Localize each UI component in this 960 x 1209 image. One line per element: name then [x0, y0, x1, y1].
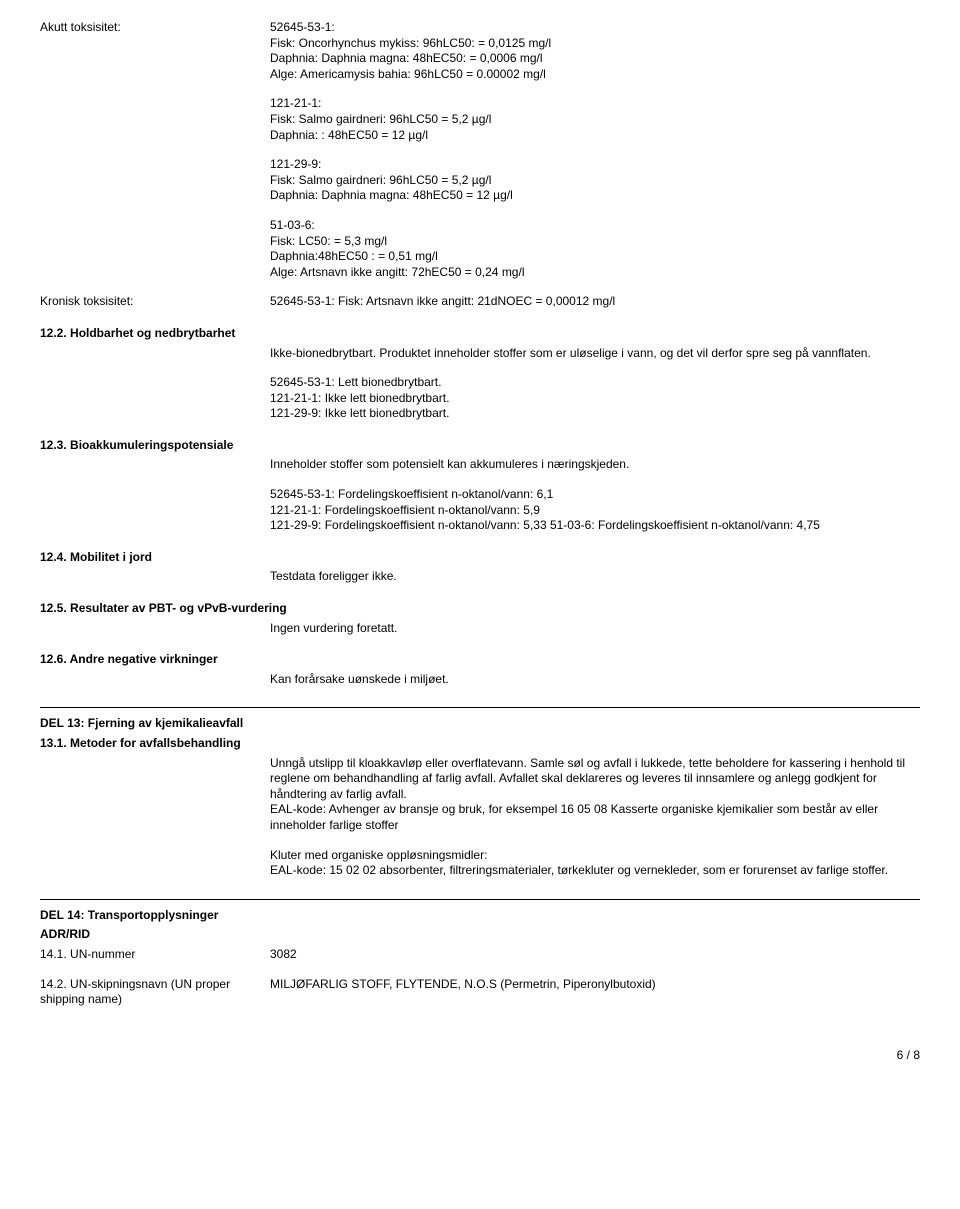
text-line: 121-29-9: [270, 157, 920, 173]
text-line: Daphnia: Daphnia magna: 48hEC50 = 12 µg/… [270, 188, 920, 204]
text-line: 52645-53-1: Fordelingskoeffisient n-okta… [270, 487, 920, 503]
text-line: Daphnia: Daphnia magna: 48hEC50: = 0,000… [270, 51, 920, 67]
text-line: Alge: Artsnavn ikke angitt: 72hEC50 = 0,… [270, 265, 920, 281]
text-line: Daphnia: : 48hEC50 = 12 µg/l [270, 128, 920, 144]
text-line: Fisk: LC50: = 5,3 mg/l [270, 234, 920, 250]
section-12-2-p1: Ikke-bionedbrytbart. Produktet inneholde… [270, 346, 920, 362]
text-line: EAL-kode: 15 02 02 absorbenter, filtreri… [270, 863, 920, 879]
section-12-5-heading: 12.5. Resultater av PBT- og vPvB-vurderi… [40, 601, 920, 617]
page-number: 6 / 8 [40, 1048, 920, 1064]
section-13-p1: Unngå utslipp til kloakkavløp eller over… [270, 756, 920, 803]
section-13-p2: EAL-kode: Avhenger av bransje og bruk, f… [270, 802, 920, 833]
text-line: 121-29-9: Ikke lett bionedbrytbart. [270, 406, 920, 422]
text-line: Fisk: Salmo gairdneri: 96hLC50 = 5,2 µg/… [270, 173, 920, 189]
un-number-label: 14.1. UN-nummer [40, 947, 270, 963]
section-12-3-list: 52645-53-1: Fordelingskoeffisient n-okta… [270, 487, 920, 534]
text-line: Daphnia:48hEC50 : = 0,51 mg/l [270, 249, 920, 265]
chronic-toxicity-label: Kronisk toksisitet: [40, 294, 270, 310]
section-12-3-p1: Inneholder stoffer som potensielt kan ak… [270, 457, 920, 473]
section-12-3-heading: 12.3. Bioakkumuleringspotensiale [40, 438, 920, 454]
text-line: 52645-53-1: Lett bionedbrytbart. [270, 375, 920, 391]
un-shipping-name-label: 14.2. UN-skipningsnavn (UN proper shippi… [40, 977, 270, 1008]
divider [40, 899, 920, 900]
section-12-4-p1: Testdata foreligger ikke. [270, 569, 920, 585]
section-12-2-heading: 12.2. Holdbarhet og nedbrytbarhet [40, 326, 920, 342]
acute-toxicity-block2: 121-21-1: Fisk: Salmo gairdneri: 96hLC50… [270, 96, 920, 143]
adr-rid-label: ADR/RID [40, 927, 920, 943]
section-14-heading: DEL 14: Transportopplysninger [40, 908, 920, 924]
section-13-1-heading: 13.1. Metoder for avfallsbehandling [40, 736, 920, 752]
acute-toxicity-block4: 51-03-6: Fisk: LC50: = 5,3 mg/l Daphnia:… [270, 218, 920, 280]
text-line: Kluter med organiske oppløsningsmidler: [270, 848, 920, 864]
text-line: 121-21-1: [270, 96, 920, 112]
text-line: Fisk: Salmo gairdneri: 96hLC50 = 5,2 µg/… [270, 112, 920, 128]
section-13-p3: Kluter med organiske oppløsningsmidler: … [270, 848, 920, 879]
un-shipping-name-value: MILJØFARLIG STOFF, FLYTENDE, N.O.S (Perm… [270, 977, 920, 1008]
section-12-4-heading: 12.4. Mobilitet i jord [40, 550, 920, 566]
section-12-2-list: 52645-53-1: Lett bionedbrytbart. 121-21-… [270, 375, 920, 422]
divider [40, 707, 920, 708]
un-number-value: 3082 [270, 947, 920, 963]
section-12-6-p1: Kan forårsake uønskede i miljøet. [270, 672, 920, 688]
text-line: 52645-53-1: [270, 20, 920, 36]
text-line: Fisk: Oncorhynchus mykiss: 96hLC50: = 0,… [270, 36, 920, 52]
section-12-5-p1: Ingen vurdering foretatt. [270, 621, 920, 637]
acute-toxicity-block1: 52645-53-1: Fisk: Oncorhynchus mykiss: 9… [270, 20, 920, 82]
text-line: 121-21-1: Ikke lett bionedbrytbart. [270, 391, 920, 407]
acute-toxicity-label: Akutt toksisitet: [40, 20, 270, 82]
text-line: 51-03-6: [270, 218, 920, 234]
text-line: 121-29-9: Fordelingskoeffisient n-oktano… [270, 518, 920, 534]
text-line: Alge: Americamysis bahia: 96hLC50 = 0.00… [270, 67, 920, 83]
acute-toxicity-block3: 121-29-9: Fisk: Salmo gairdneri: 96hLC50… [270, 157, 920, 204]
section-13-heading: DEL 13: Fjerning av kjemikalieavfall [40, 716, 920, 732]
text-line: 121-21-1: Fordelingskoeffisient n-oktano… [270, 503, 920, 519]
section-12-6-heading: 12.6. Andre negative virkninger [40, 652, 920, 668]
chronic-toxicity-value: 52645-53-1: Fisk: Artsnavn ikke angitt: … [270, 294, 920, 310]
